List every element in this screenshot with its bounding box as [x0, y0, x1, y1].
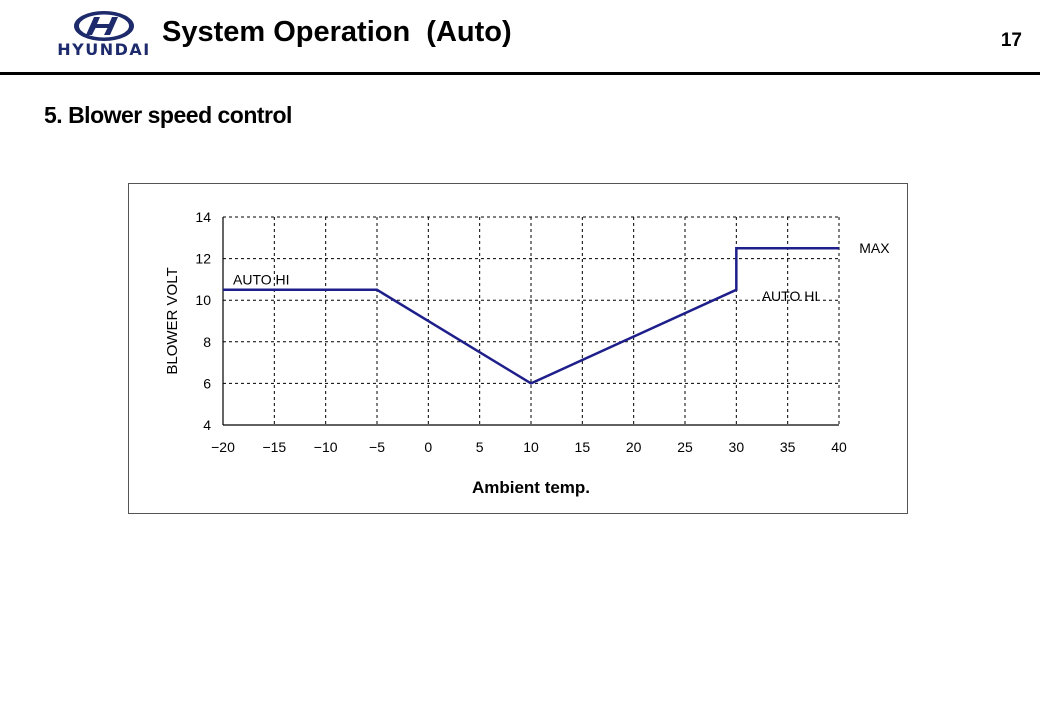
hyundai-emblem-icon — [74, 11, 134, 41]
header-divider — [0, 72, 1040, 75]
x-axis-title: Ambient temp. — [472, 478, 590, 497]
x-tick-label: −20 — [211, 439, 235, 455]
grid-layer — [223, 216, 840, 425]
x-tick-label: −15 — [262, 439, 286, 455]
y-tick-label: 4 — [203, 417, 211, 433]
x-tick-label: 15 — [575, 439, 591, 455]
x-tick-label: 20 — [626, 439, 642, 455]
y-tick-label: 10 — [195, 292, 211, 308]
x-tick-label: −5 — [369, 439, 385, 455]
chart-annotation: MAX — [859, 240, 890, 256]
y-tick-label: 8 — [203, 334, 211, 350]
annotation-layer: AUTO HI AUTO HI MAX — [233, 240, 890, 304]
x-tick-label: 40 — [831, 439, 847, 455]
y-axis-title: BLOWER VOLT — [164, 267, 181, 374]
brand-wordmark: HYUNDAI — [57, 40, 151, 59]
hyundai-logo — [52, 10, 156, 64]
chart-frame: −20 −15 −10 −5 0 5 10 15 20 25 30 35 40 4 6 8 10 12 14 AUT… — [128, 183, 908, 514]
chart-annotation: AUTO HI — [233, 271, 290, 287]
x-tick-label: 35 — [780, 439, 796, 455]
page-number: 17 — [1000, 30, 1022, 51]
y-tick-label: 14 — [195, 209, 211, 225]
y-tick-label: 6 — [203, 375, 211, 391]
x-tick-label: 5 — [476, 439, 484, 455]
slide-title: System Operation (Auto) — [162, 16, 512, 48]
axis-layer — [222, 217, 839, 426]
blower-voltage-chart: −20 −15 −10 −5 0 5 10 15 20 25 30 35 40 4 6 8 10 12 14 AUT… — [164, 209, 890, 497]
series-line — [223, 246, 839, 385]
tick-labels: −20 −15 −10 −5 0 5 10 15 20 25 30 35 40 4 6 8 10 12 14 — [195, 209, 847, 455]
x-tick-label: 25 — [677, 439, 693, 455]
x-tick-label: 10 — [523, 439, 539, 455]
x-tick-label: 0 — [424, 439, 432, 455]
chart-annotation: AUTO HI — [762, 288, 819, 304]
x-tick-label: −10 — [314, 439, 338, 455]
section-heading: 5. Blower speed control — [44, 102, 292, 128]
series-layer — [223, 246, 839, 385]
x-tick-label: 30 — [729, 439, 745, 455]
y-tick-label: 12 — [195, 251, 211, 267]
